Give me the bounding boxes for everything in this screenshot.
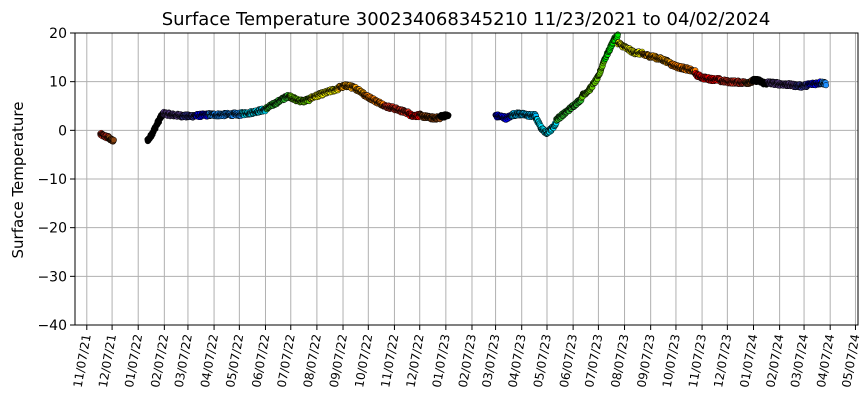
- y-tick-label: 0: [58, 123, 67, 139]
- x-tick-label: 07/07/22: [275, 333, 298, 389]
- x-tick-label: 12/07/22: [404, 333, 427, 389]
- series-7: [238, 105, 270, 119]
- series-16: [436, 111, 452, 121]
- chart-title: Surface Temperature 300234068345210 11/2…: [162, 9, 771, 30]
- series-33: [818, 78, 830, 89]
- x-tick-label: 04/07/24: [814, 333, 837, 389]
- series-21: [578, 57, 608, 101]
- x-tick-label: 03/07/23: [479, 333, 502, 389]
- x-tick-label: 10/07/23: [660, 333, 683, 389]
- x-tick-label: 05/07/22: [223, 333, 246, 389]
- series-25: [667, 60, 699, 77]
- data-point: [822, 82, 830, 89]
- series-12: [361, 92, 388, 110]
- x-tick-label: 06/07/22: [249, 333, 272, 389]
- x-tick-label: 07/07/23: [582, 333, 605, 389]
- x-tick-label: 05/07/23: [531, 333, 554, 389]
- x-axis-ticks: 11/07/21 12/07/21 01/07/22 02/07/22 03/07/22…: [71, 325, 862, 389]
- series-10: [307, 84, 342, 103]
- x-tick-label: 08/07/22: [301, 333, 324, 389]
- x-tick-label: 09/07/23: [634, 333, 657, 389]
- y-tick-label: −20: [37, 221, 67, 237]
- x-tick-label: 02/07/23: [456, 333, 479, 389]
- y-tick-label: 20: [49, 26, 67, 42]
- grid-lines: [75, 32, 858, 326]
- y-tick-label: −10: [37, 172, 67, 188]
- data-series: [97, 31, 830, 145]
- data-point: [445, 112, 452, 119]
- x-tick-label: 11/07/23: [686, 333, 709, 389]
- x-tick-label: 08/07/23: [608, 333, 631, 389]
- data-point: [110, 136, 117, 143]
- x-tick-label: 02/07/24: [763, 333, 786, 389]
- x-tick-label: 05/07/24: [839, 333, 862, 389]
- x-tick-label: 03/07/22: [172, 333, 195, 389]
- series-22: [601, 31, 621, 63]
- series-19: [532, 115, 560, 137]
- x-tick-label: 12/07/23: [711, 333, 734, 389]
- x-tick-label: 02/07/22: [148, 333, 171, 389]
- x-tick-label: 01/07/23: [430, 333, 453, 389]
- x-tick-label: 09/07/22: [327, 333, 350, 389]
- y-tick-label: −30: [37, 269, 67, 285]
- y-axis-label: Surface Temperature: [9, 102, 27, 259]
- x-tick-label: 04/07/22: [198, 333, 221, 389]
- x-tick-label: 11/07/22: [378, 333, 401, 389]
- series-6: [205, 109, 245, 120]
- x-tick-label: 04/07/23: [506, 333, 529, 389]
- x-tick-label: 12/07/21: [96, 333, 119, 389]
- series-23: [614, 39, 646, 58]
- x-tick-label: 11/07/21: [71, 333, 94, 389]
- x-tick-label: 01/07/22: [122, 333, 145, 389]
- x-tick-label: 10/07/22: [352, 333, 375, 389]
- y-axis-ticks: −40 −30 −20 −10 0 10 20: [37, 26, 75, 334]
- series-1: [105, 134, 117, 145]
- y-tick-label: −40: [37, 318, 67, 334]
- x-tick-label: 06/07/23: [557, 333, 580, 389]
- y-tick-label: 10: [49, 75, 67, 91]
- x-tick-label: 01/07/24: [737, 333, 760, 389]
- x-tick-label: 03/07/24: [788, 333, 811, 389]
- series-20: [553, 94, 585, 124]
